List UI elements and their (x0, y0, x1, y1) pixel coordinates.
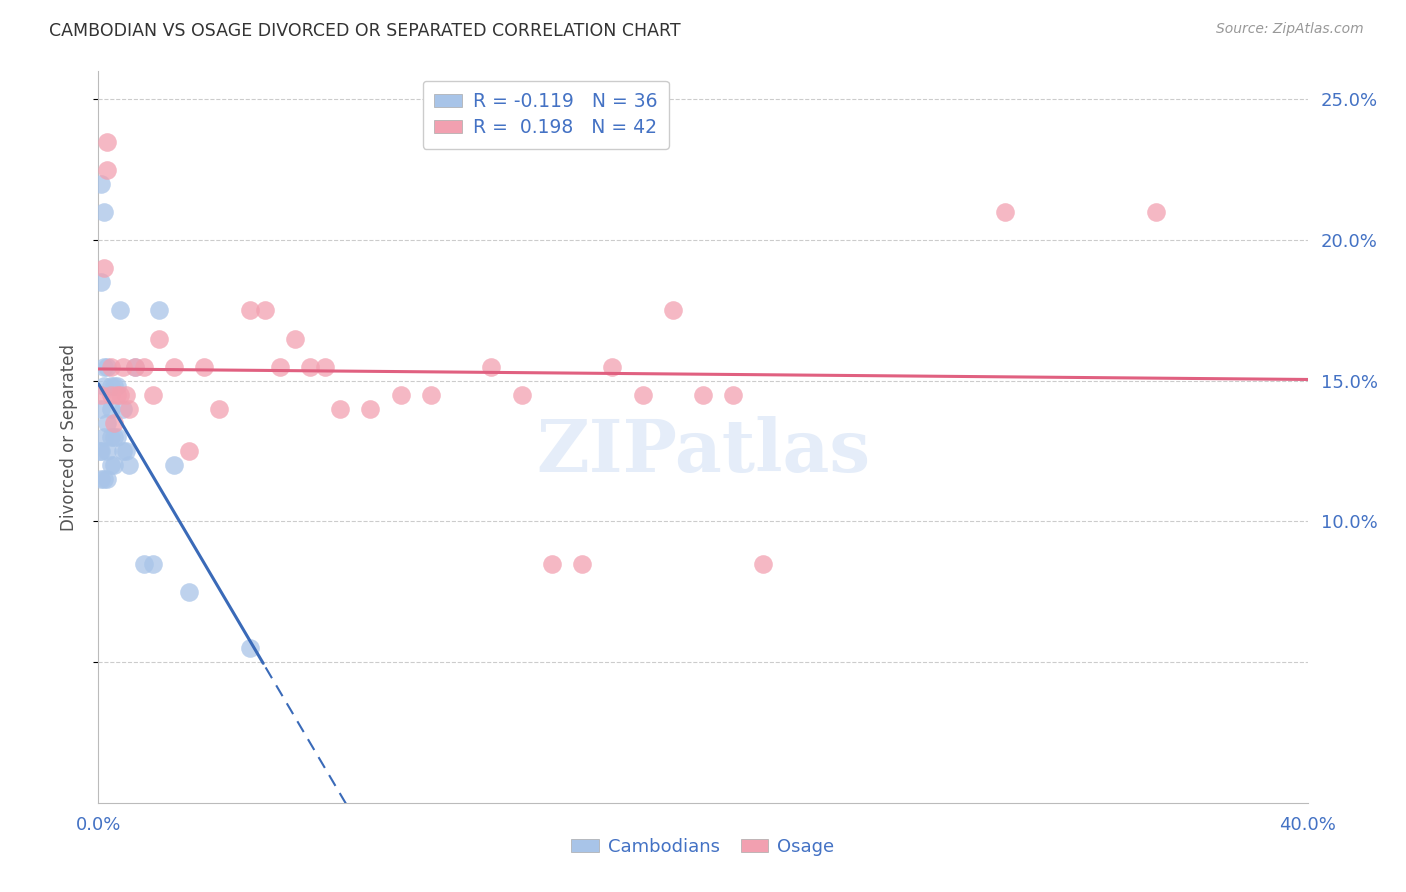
Point (329, 401, 352, 416)
Point (89, 444, 111, 458)
Point (103, 416, 125, 430)
Point (571, 557, 593, 571)
Text: CAMBODIAN VS OSAGE DIVORCED OR SEPARATED CORRELATION CHART: CAMBODIAN VS OSAGE DIVORCED OR SEPARATED… (49, 22, 681, 40)
Point (692, 388, 714, 402)
Legend: Cambodians, Osage: Cambodians, Osage (564, 830, 842, 863)
Point (100, 388, 122, 402)
Point (108, 388, 131, 402)
Point (360, 401, 382, 416)
Point (90, 401, 112, 416)
Point (93, 359, 115, 374)
Point (142, 557, 165, 571)
Point (179, 584, 201, 599)
Point (93, 205, 115, 219)
Y-axis label: Divorced or Separated: Divorced or Separated (59, 343, 77, 531)
Point (93, 430, 115, 444)
Point (96, 135, 118, 149)
Point (540, 557, 562, 571)
Point (100, 359, 122, 374)
Point (661, 303, 683, 318)
Point (253, 303, 276, 318)
Point (269, 359, 291, 374)
Point (100, 401, 122, 416)
Point (90, 472, 112, 486)
Point (602, 359, 624, 374)
Point (90, 388, 112, 402)
Point (994, 205, 1017, 219)
Point (90, 444, 112, 458)
Point (96, 359, 118, 374)
Point (114, 444, 136, 458)
Point (93, 472, 115, 486)
Point (481, 359, 503, 374)
Point (124, 359, 146, 374)
Point (93, 379, 115, 393)
Point (299, 359, 322, 374)
Point (93, 261, 115, 276)
Point (108, 303, 131, 318)
Point (90, 177, 112, 191)
Point (103, 430, 125, 444)
Point (142, 388, 165, 402)
Point (103, 458, 125, 473)
Point (148, 303, 170, 318)
Text: ZIPatlas: ZIPatlas (536, 417, 870, 487)
Point (239, 641, 262, 656)
Point (723, 388, 745, 402)
Point (118, 401, 141, 416)
Point (1144, 205, 1167, 219)
Point (239, 303, 262, 318)
Point (420, 388, 443, 402)
Point (96, 416, 118, 430)
Point (124, 359, 146, 374)
Point (90, 276, 112, 290)
Point (148, 332, 170, 346)
Point (193, 359, 215, 374)
Point (96, 162, 118, 177)
Point (179, 444, 201, 458)
Point (111, 401, 134, 416)
Point (96, 444, 118, 458)
Point (314, 359, 336, 374)
Point (96, 472, 118, 486)
Point (111, 444, 134, 458)
Point (163, 458, 186, 473)
Point (105, 388, 128, 402)
Point (631, 388, 654, 402)
Point (114, 388, 136, 402)
Point (132, 557, 155, 571)
Point (208, 401, 231, 416)
Point (118, 458, 141, 473)
Point (163, 359, 186, 374)
Point (752, 557, 775, 571)
Point (105, 379, 128, 393)
Point (103, 379, 125, 393)
Point (284, 332, 307, 346)
Point (100, 458, 122, 473)
Text: Source: ZipAtlas.com: Source: ZipAtlas.com (1216, 22, 1364, 37)
Point (111, 359, 134, 374)
Point (100, 430, 122, 444)
Point (105, 430, 128, 444)
Point (132, 359, 155, 374)
Point (100, 379, 122, 393)
Point (510, 388, 533, 402)
Point (389, 388, 412, 402)
